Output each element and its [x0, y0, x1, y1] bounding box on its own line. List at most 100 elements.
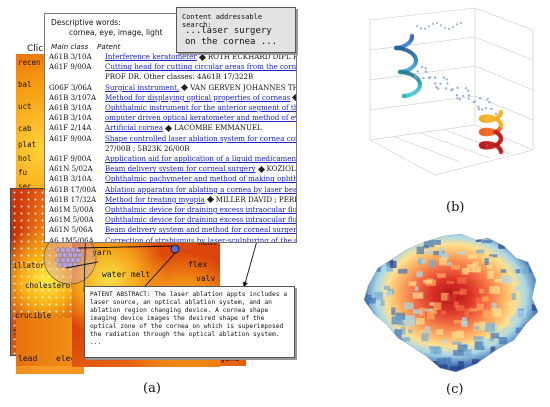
patent-row[interactable]: A61N 5/02A Beam delivery system for corne… [49, 164, 296, 174]
map-cell [462, 317, 467, 326]
map-cell [523, 355, 530, 365]
patent-row[interactable]: A61M 5/00A Ophthalmic device for draining… [49, 205, 297, 214]
patent-row[interactable]: A61B 3/107A Method for displaying optical… [49, 92, 296, 102]
scatter-point [473, 100, 476, 103]
map-cell [520, 377, 529, 378]
map-word-label: lead [18, 354, 38, 363]
map-cell [503, 327, 508, 331]
map-word-label: recen [18, 58, 41, 67]
scatter-axes-box [369, 7, 534, 176]
scatter-point [423, 27, 427, 30]
map-word-label: bal [18, 80, 32, 89]
map-word-label: plat [18, 140, 37, 149]
map-cell [474, 266, 481, 273]
scatter-point [429, 75, 432, 79]
map-cell [372, 236, 378, 242]
scatter-point [459, 21, 463, 25]
patent-inventor: PROF DR. Other classes: 4A61B 17/322B [105, 72, 254, 82]
map-word-label: illator [13, 261, 45, 270]
map-cell [519, 354, 525, 361]
scatter-point [401, 93, 407, 99]
patent-title-link[interactable]: Ophthalmic device for draining excess in… [105, 205, 297, 214]
map-cell [530, 337, 538, 342]
patent-row[interactable]: A61B 17/32A Method for treating myopia MIL… [49, 194, 296, 204]
map-cell [407, 234, 415, 240]
patent-title-link[interactable]: Shape controlled laser ablation system f… [105, 133, 296, 143]
map-cell [368, 337, 376, 344]
patent-row[interactable]: 27/00B ; 5B23K 26/00B [49, 144, 296, 153]
patent-row[interactable]: PROF DR. Other classes: 4A61B 17/322B [49, 72, 296, 82]
patent-row[interactable]: G06F 3/06A Surgical instrument, VAN GERVEN… [49, 82, 296, 92]
map-cell [525, 245, 530, 255]
map-cell [512, 365, 522, 372]
map-cell [474, 341, 485, 350]
patent-title-link[interactable]: Ophthalmic device for draining excess in… [105, 215, 297, 225]
map-cell [490, 375, 499, 378]
map-cell [456, 251, 466, 255]
map-cell [476, 303, 484, 311]
map-cell [457, 344, 468, 352]
patent-row[interactable]: A61B 3/10A Interference keratometer ROTH E… [49, 52, 296, 61]
map-cell [538, 364, 546, 371]
patent-title-link[interactable]: omputer driven optical keratometer and m… [105, 113, 296, 123]
patent-row[interactable]: A61F 9/00A Application aid for applicatio… [49, 154, 297, 163]
map-cell [356, 366, 362, 373]
scatter-point [443, 26, 447, 30]
map-cell [489, 254, 498, 258]
map-cell [508, 243, 517, 252]
map-cell [484, 322, 495, 332]
patent-row[interactable]: A6 1M5/06A Correction of strabismus by la… [49, 235, 296, 243]
patent-row[interactable]: A61F 2/14A Artificial cornea LACOMBE EMMAN… [49, 123, 296, 133]
map-cell [403, 337, 410, 342]
patent-row[interactable]: A61B 3/10A Ophthalmic instrument for the … [49, 103, 296, 112]
patent-title-link[interactable]: Artificial cornea [105, 123, 163, 133]
patent-title-link[interactable]: Cutting head for cutting circular areas … [105, 62, 297, 72]
map-cell [421, 332, 429, 342]
patent-title-link[interactable]: Beam delivery system and method for corn… [105, 225, 297, 235]
map-cell [364, 292, 368, 298]
map-cell [510, 376, 518, 378]
map-cell [530, 257, 536, 264]
patent-row[interactable]: A61N 5/06A Beam delivery system and metho… [49, 225, 297, 235]
map-cell [539, 348, 546, 353]
content-search-box[interactable]: Content addressable search: ...laser sur… [176, 7, 296, 53]
scatter-point [439, 82, 442, 85]
scatter-point [431, 22, 435, 25]
map-cell [531, 234, 538, 235]
patent-title-link[interactable]: Correction of strabismus by laser-sculpt… [105, 235, 296, 243]
search-query[interactable]: ...laser surgery on the cornea ... [185, 26, 278, 47]
patent-title-link[interactable]: Surgical instrument, [105, 82, 180, 92]
patent-row[interactable]: A61B 3/10A Ophthalmic pachymeter and meth… [49, 174, 297, 184]
patent-title-link[interactable]: Method for treating myopia [105, 194, 205, 204]
patent-row[interactable]: A61F 9/00A Cutting head for cutting circu… [49, 62, 297, 72]
map-cell [434, 239, 441, 245]
patent-row[interactable]: A61B 17/00A Ablation apparatus for ablati… [49, 184, 297, 194]
map-cell [494, 279, 499, 283]
patent-row[interactable]: A61F 9/00A Shape controlled laser ablatio… [49, 133, 296, 143]
map-cell [364, 320, 366, 327]
map-cell [447, 377, 454, 378]
map-cell [364, 255, 374, 264]
patent-title-link[interactable]: Ablation apparatus for ablating a cornea… [105, 184, 297, 194]
patent-title-link[interactable]: Interference keratometer [105, 52, 197, 61]
map-cell [491, 313, 502, 318]
map-cell [408, 329, 413, 334]
map-word-label: water melt [102, 270, 151, 279]
map-cell [515, 240, 524, 247]
scatter-point [455, 94, 459, 97]
map-cell [429, 302, 434, 306]
patent-title-link[interactable]: Beam delivery system for corneal surgery [105, 164, 256, 174]
map-cell [459, 288, 467, 295]
patent-row[interactable]: A61M 5/00A Ophthalmic device for draining… [49, 215, 297, 225]
map-cell [365, 297, 376, 304]
map-cell [419, 307, 425, 317]
scatter-point [451, 88, 454, 91]
map-cell [436, 329, 444, 335]
patent-title-link[interactable]: Ophthalmic pachymeter and method of maki… [105, 174, 297, 184]
patent-title-link[interactable]: Application aid for application of a liq… [105, 154, 297, 163]
map-cell [484, 258, 489, 266]
patent-title-link[interactable]: Method for displaying optical properties… [105, 92, 291, 102]
map-cell [412, 309, 422, 314]
patent-row[interactable]: A61B 3/10A omputer driven optical keratom… [49, 113, 296, 123]
patent-title-link[interactable]: Ophthalmic instrument for the anterior s… [105, 103, 296, 112]
